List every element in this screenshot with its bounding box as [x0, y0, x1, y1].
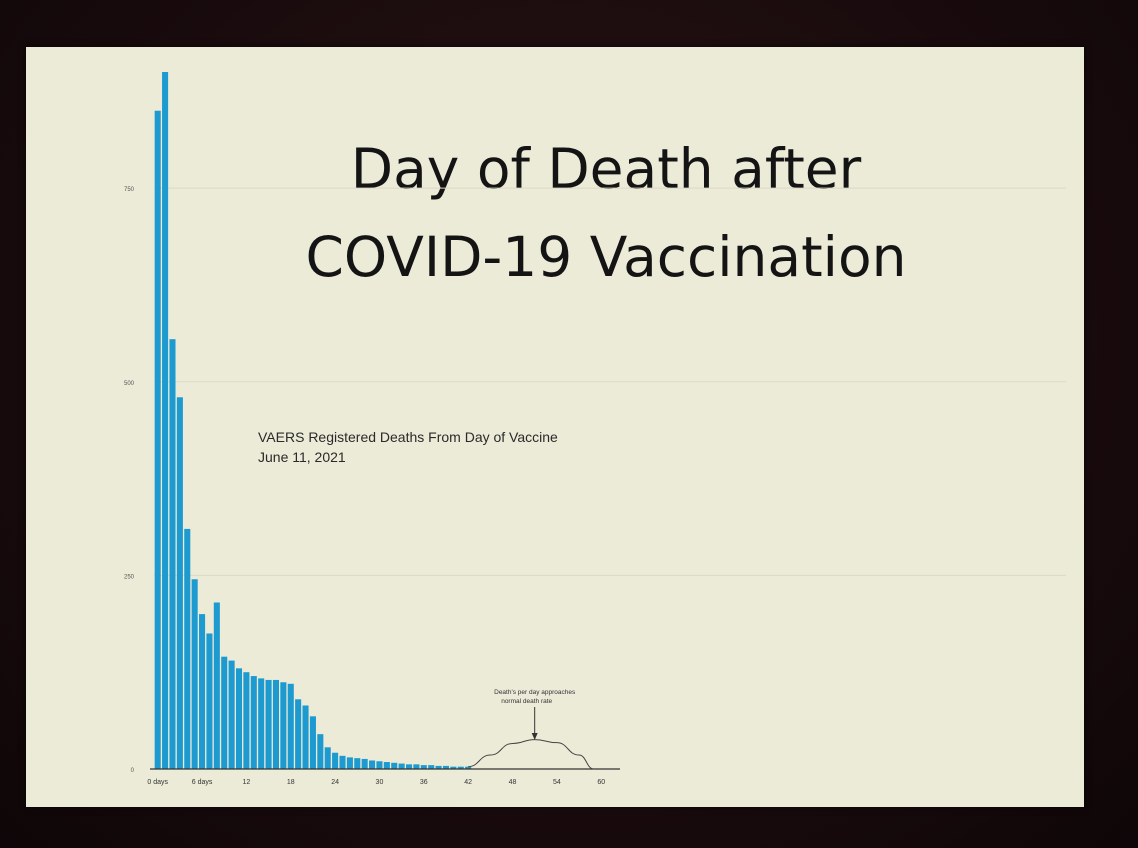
bar	[191, 579, 198, 769]
x-tick-label: 0 days	[147, 779, 168, 786]
bar	[383, 762, 390, 769]
bar	[302, 705, 309, 769]
bar	[213, 602, 220, 769]
bar	[420, 765, 427, 769]
annotation-arrow-head	[531, 733, 538, 740]
chart-date: June 11, 2021	[258, 449, 346, 465]
bar	[465, 766, 472, 769]
bar	[162, 72, 169, 769]
bar	[169, 339, 176, 769]
x-tick-label: 36	[420, 779, 428, 786]
bar	[317, 734, 324, 769]
bar	[258, 678, 265, 769]
annotation-text-line1: Death's per day approaches	[494, 689, 576, 696]
bar	[272, 679, 279, 769]
bar	[154, 110, 161, 769]
bar	[295, 699, 302, 769]
bar	[398, 763, 405, 769]
bar	[391, 762, 398, 769]
bar	[235, 668, 243, 769]
chart-caption: VAERS Registered Deaths From Day of Vacc…	[258, 427, 558, 467]
slide-screen: Day of Death after COVID-19 Vaccination …	[26, 47, 1084, 807]
bar	[369, 760, 376, 769]
bar	[413, 764, 420, 769]
bar	[324, 747, 331, 769]
bar	[332, 752, 339, 769]
bar	[450, 766, 457, 769]
x-tick-label: 42	[464, 779, 472, 786]
bar	[361, 758, 368, 769]
bar	[428, 765, 435, 769]
x-tick-label: 12	[243, 779, 251, 786]
bar	[228, 660, 235, 769]
x-tick-label: 60	[597, 779, 605, 786]
bar	[346, 757, 353, 769]
bar	[176, 397, 183, 769]
slide-title-line1: Day of Death after	[350, 137, 862, 201]
bar	[442, 765, 450, 769]
normal-rate-curve	[468, 739, 594, 770]
bar	[265, 679, 272, 769]
annotation-text-line2: normal death rate	[501, 698, 552, 705]
bar	[221, 656, 228, 769]
x-tick-label: 18	[287, 779, 295, 786]
bar	[405, 764, 413, 769]
bar	[250, 676, 257, 769]
bar	[280, 682, 287, 769]
y-tick-label: 500	[124, 381, 135, 387]
slide-title-line2: COVID-19 Vaccination	[305, 225, 907, 289]
x-tick-label: 30	[376, 779, 384, 786]
x-tick-label: 6 days	[192, 779, 213, 786]
y-tick-label: 250	[124, 574, 135, 580]
x-tick-label: 48	[509, 779, 517, 786]
bar	[243, 672, 250, 769]
bar	[435, 765, 442, 769]
bar	[339, 755, 346, 769]
bar	[457, 766, 464, 769]
bar	[206, 633, 213, 769]
slide-title: Day of Death after COVID-19 Vaccination	[226, 125, 986, 301]
death-histogram-chart: 0 250 500 750 Death's per day approaches norm…	[124, 72, 1066, 786]
bar	[309, 716, 316, 769]
y-tick-label: 750	[124, 187, 135, 193]
x-tick-label: 24	[331, 779, 339, 786]
bar	[184, 528, 191, 769]
chart-subtitle: VAERS Registered Deaths From Day of Vacc…	[258, 429, 558, 445]
bar	[354, 758, 361, 769]
bar	[287, 683, 294, 769]
y-tick-label: 0	[131, 768, 135, 774]
bar	[376, 761, 383, 769]
x-tick-label: 54	[553, 779, 561, 786]
bar	[199, 614, 206, 769]
